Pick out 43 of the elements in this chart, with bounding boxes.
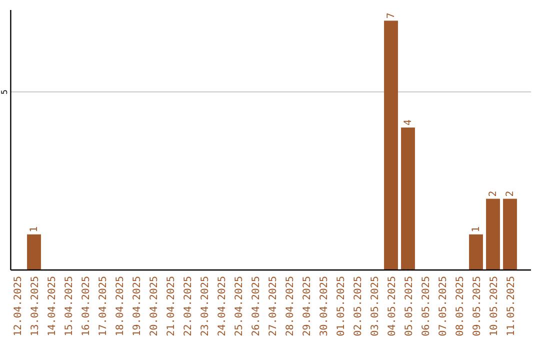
x-tick-label: 29.04.2025 <box>302 276 313 336</box>
x-tick-label: 25.04.2025 <box>234 276 245 336</box>
x-tick-label: 21.04.2025 <box>166 276 177 336</box>
x-tick-label: 14.04.2025 <box>47 276 58 336</box>
x-tick-label: 17.04.2025 <box>98 276 109 336</box>
x-tick-label: 11.05.2025 <box>506 276 517 336</box>
x-tick-label: 28.04.2025 <box>285 276 296 336</box>
x-tick-label: 19.04.2025 <box>132 276 143 336</box>
x-tick-label: 27.04.2025 <box>268 276 279 336</box>
bar <box>384 20 398 270</box>
x-tick-label: 08.05.2025 <box>455 276 466 336</box>
x-tick-label: 23.04.2025 <box>200 276 211 336</box>
x-tick-label: 03.05.2025 <box>370 276 381 336</box>
x-tick-label: 15.04.2025 <box>64 276 75 336</box>
data-label: 7 <box>386 12 397 19</box>
bar <box>469 234 483 270</box>
x-tick-label: 20.04.2025 <box>149 276 160 336</box>
bar <box>486 198 500 270</box>
data-label: 4 <box>403 120 414 126</box>
x-tick-label: 01.05.2025 <box>336 276 347 336</box>
bar <box>27 234 41 270</box>
x-tick-label: 06.05.2025 <box>421 276 432 336</box>
x-tick-label: 26.04.2025 <box>251 276 262 336</box>
x-tick-label: 09.05.2025 <box>472 276 483 336</box>
x-tick-label: 04.05.2025 <box>387 276 398 336</box>
x-tick-label: 18.04.2025 <box>115 276 126 336</box>
x-tick-label: 22.04.2025 <box>183 276 194 336</box>
data-label: 2 <box>505 190 516 197</box>
bar <box>503 198 517 270</box>
x-tick-label: 13.04.2025 <box>30 276 41 336</box>
data-label: 1 <box>471 226 482 232</box>
x-tick-label: 24.04.2025 <box>217 276 228 336</box>
x-tick-label: 10.05.2025 <box>489 276 500 336</box>
data-label: 1 <box>29 226 40 232</box>
data-label: 2 <box>488 190 499 197</box>
bar <box>401 128 415 270</box>
x-tick-label: 16.04.2025 <box>81 276 92 336</box>
x-tick-label: 02.05.2025 <box>353 276 364 336</box>
x-tick-label: 07.05.2025 <box>438 276 449 336</box>
x-tick-label: 05.05.2025 <box>404 276 415 336</box>
x-tick-label: 12.04.2025 <box>13 276 24 336</box>
y-tick-label: 5 <box>0 89 9 94</box>
x-tick-label: 30.04.2025 <box>319 276 330 336</box>
